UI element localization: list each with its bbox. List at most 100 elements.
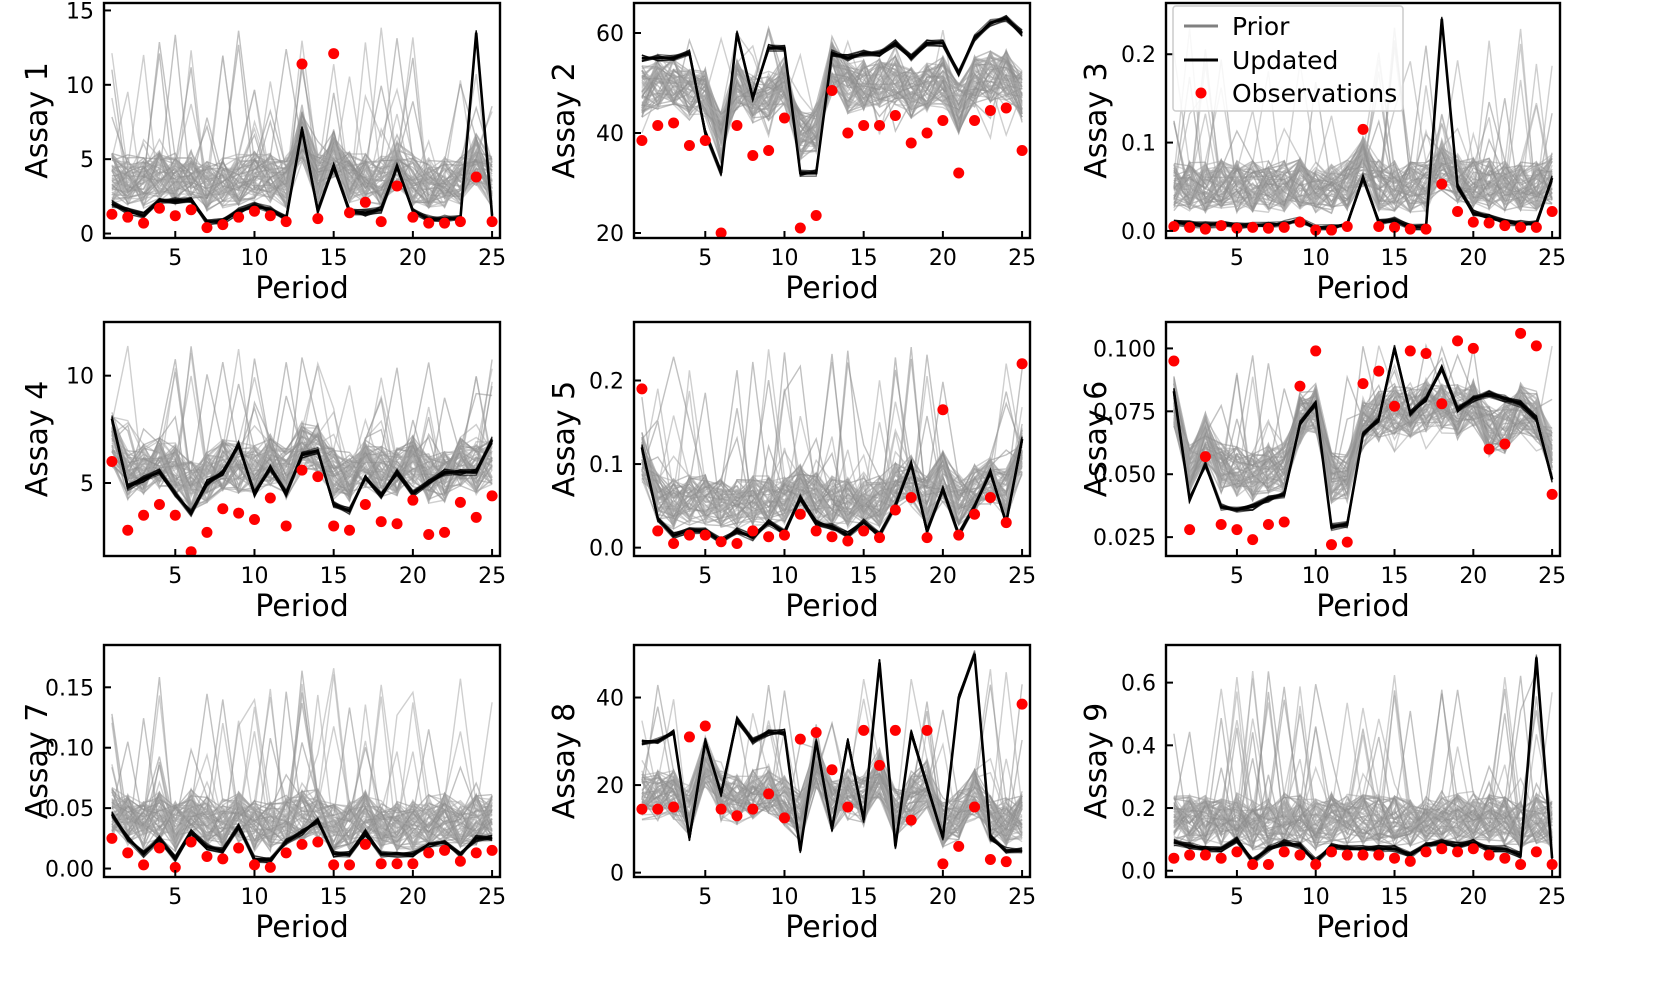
observation-point [1016,358,1028,370]
panel-assay-5: 5 10 15 20 25 0.0 0.1 0.2 Period Assay 5 [547,320,1036,624]
x-axis-label: Period [255,589,349,624]
observation-point [1436,843,1448,855]
observation-point [826,85,838,96]
observation-point [264,492,276,504]
observation-point [1483,849,1495,861]
prior-line [111,116,493,203]
axes-frame [102,643,502,879]
observation-point [312,836,324,848]
observation-point [1436,398,1448,410]
y-tick-label: 0.2 [589,370,624,395]
observation-point [969,801,981,813]
observation-point [652,803,664,815]
observation-point [1467,843,1479,855]
observation-point [280,216,292,228]
observation-point [1404,855,1416,867]
prior-line [111,793,493,851]
observation-point [636,383,648,395]
observation-point [747,803,759,815]
observation-point [1199,849,1211,861]
observation-point [778,529,790,541]
plot-area [1168,654,1558,870]
observation-point [1389,852,1401,864]
observation-point [1530,221,1542,233]
x-axis-label: Period [255,910,349,945]
panel-assay-8: 5 10 15 20 25 0 20 40 Period Assay 8 [547,643,1036,945]
observation-point [842,801,854,813]
observation-point [763,531,775,543]
observation-point [1373,849,1385,861]
y-tick-label: 20 [596,774,624,799]
observations [1168,327,1558,551]
observation-point [1000,856,1012,868]
observation-point [1436,178,1448,190]
observation-point [201,850,213,862]
observation-point [953,167,965,179]
legend-marker-swatch [1195,87,1207,99]
observation-point [1000,102,1012,114]
observation-point [699,720,711,732]
y-axis-label: Assay 9 [1079,703,1114,820]
observation-point [185,204,197,216]
observation-point [842,127,854,139]
y-tick-label: 5 [80,148,94,173]
observation-point [1325,539,1337,551]
y-tick-label: 0.10 [45,737,94,762]
x-tick-label: 20 [399,246,427,271]
observation-point [953,529,965,541]
y-tick-label: 15 [66,0,94,24]
observation-point [1294,849,1306,861]
observation-point [1184,524,1196,536]
observation-point [1373,221,1385,233]
observation-point [778,112,790,124]
x-tick-label: 15 [1381,564,1409,589]
observation-point [391,518,403,530]
observation-point [407,211,419,223]
observation-point [1184,221,1196,233]
observation-point [1294,380,1306,392]
x-tick-label: 20 [929,885,957,910]
axes-frame [1164,643,1562,879]
observation-point [1515,221,1527,233]
prior-line [1173,138,1553,211]
observation-point [1452,335,1464,347]
prior-line [111,702,493,851]
prior-line [1173,791,1553,849]
x-tick-label: 10 [240,246,268,271]
observation-point [439,844,451,856]
y-axis-label: Assay 2 [547,62,582,179]
prior-line [641,50,1023,163]
observation-point [1325,846,1337,858]
prior-line [111,91,493,210]
observation-point [454,855,466,867]
observation-point [778,812,790,824]
observation-point [921,532,933,544]
x-axis-label: Period [785,271,879,306]
y-tick-label: 20 [596,222,624,247]
observation-point [280,520,292,532]
observation-point [454,496,466,508]
observation-point [470,511,482,523]
prior-line [111,747,493,852]
plot-area [636,650,1028,870]
observation-point [1530,340,1542,352]
observation-point [1499,852,1511,864]
observation-point [1278,846,1290,858]
x-tick-label: 25 [1008,564,1036,589]
observation-point [248,205,260,217]
prior-line [111,418,493,502]
observation-point [969,508,981,520]
observation-point [201,222,213,234]
updated-ensemble [1172,344,1554,532]
prior-line [641,699,1023,840]
x-tick-label: 5 [168,564,182,589]
observation-point [153,202,165,214]
prior-line [1173,795,1553,851]
y-tick-label: 0.2 [1121,797,1156,822]
observation-point [1357,378,1369,390]
prior-line [111,138,493,210]
observation-point [731,120,743,131]
prior-line [111,421,493,504]
observation-point [375,858,387,870]
observation-point [359,838,371,850]
